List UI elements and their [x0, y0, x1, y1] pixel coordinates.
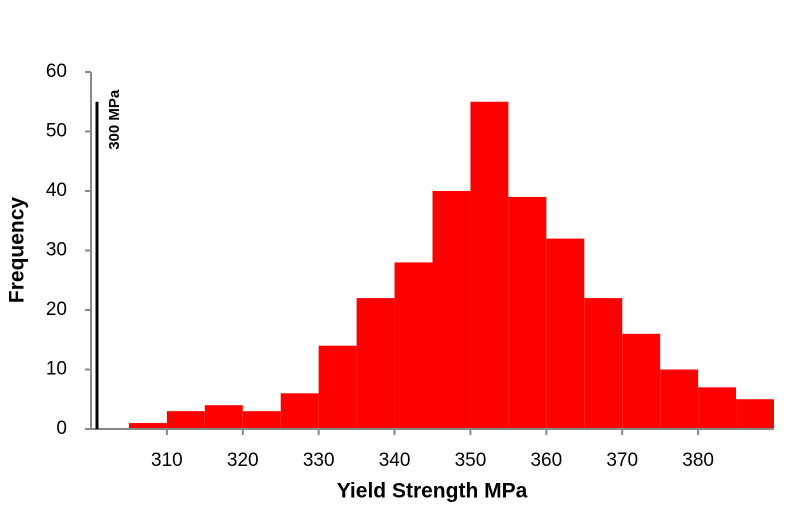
bar: [546, 238, 585, 429]
bar: [698, 387, 737, 429]
x-tick-label: 380: [682, 450, 714, 471]
y-tick-label: 30: [46, 240, 67, 261]
bar: [242, 411, 281, 429]
x-tick-label: 310: [151, 450, 183, 471]
y-tick-label: 60: [46, 61, 67, 82]
bar: [280, 393, 319, 429]
y-tick-label: 10: [46, 359, 67, 380]
bar: [394, 262, 433, 429]
y-tick-label: 20: [46, 299, 67, 320]
y-tick-label: 0: [56, 418, 67, 439]
bar: [166, 411, 205, 429]
y-tick-label: 50: [46, 121, 67, 142]
bar: [128, 423, 167, 429]
bar: [356, 298, 395, 429]
x-tick-label: 350: [455, 450, 487, 471]
x-tick-label: 370: [606, 450, 638, 471]
bar: [622, 333, 661, 429]
y-tick-label: 40: [46, 180, 67, 201]
bar: [318, 345, 357, 429]
bar: [736, 399, 774, 429]
bar: [470, 101, 509, 429]
annotation-label: 300 MPa: [106, 89, 123, 150]
x-tick-label: 320: [227, 450, 259, 471]
x-axis-title: Yield Strength MPa: [337, 480, 528, 503]
bar: [660, 369, 699, 429]
bar: [432, 191, 471, 429]
x-tick-label: 330: [303, 450, 335, 471]
x-tick-label: 360: [530, 450, 562, 471]
x-tick-label: 340: [379, 450, 411, 471]
bar: [584, 298, 623, 429]
bar: [508, 196, 547, 429]
y-axis-title: Frequency: [6, 197, 29, 304]
bar: [204, 405, 243, 429]
